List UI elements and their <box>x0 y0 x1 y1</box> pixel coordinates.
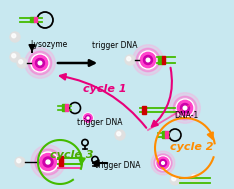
Circle shape <box>19 60 23 64</box>
Circle shape <box>87 117 89 119</box>
Bar <box>62 104 65 111</box>
Circle shape <box>12 54 16 58</box>
Text: trigger DNA: trigger DNA <box>77 118 123 127</box>
Circle shape <box>136 48 160 72</box>
Circle shape <box>117 132 121 136</box>
Bar <box>158 56 162 64</box>
Circle shape <box>156 156 170 170</box>
Circle shape <box>180 104 190 112</box>
Text: DNA-1: DNA-1 <box>174 111 198 120</box>
Circle shape <box>133 45 163 75</box>
Circle shape <box>25 48 55 78</box>
Text: trigger DNA: trigger DNA <box>92 41 138 50</box>
Circle shape <box>172 177 176 181</box>
Circle shape <box>192 175 196 179</box>
Circle shape <box>35 149 61 175</box>
Text: cycle 3: cycle 3 <box>50 150 94 160</box>
Circle shape <box>140 52 156 68</box>
Circle shape <box>46 160 50 164</box>
Circle shape <box>177 100 193 116</box>
Text: cycle 1: cycle 1 <box>83 84 127 94</box>
Circle shape <box>12 34 16 38</box>
Bar <box>65 104 67 111</box>
Circle shape <box>32 55 48 71</box>
Circle shape <box>84 114 92 122</box>
Circle shape <box>139 51 157 69</box>
Bar <box>162 131 165 138</box>
Circle shape <box>125 55 135 65</box>
Circle shape <box>173 96 197 120</box>
Circle shape <box>31 54 49 72</box>
Circle shape <box>83 113 93 123</box>
Circle shape <box>160 160 167 167</box>
Circle shape <box>170 175 180 185</box>
Bar <box>34 17 37 22</box>
Circle shape <box>10 52 20 62</box>
Circle shape <box>36 59 44 67</box>
Text: trigger DNA: trigger DNA <box>95 161 141 170</box>
Text: cycle 2: cycle 2 <box>170 142 214 152</box>
Circle shape <box>115 130 125 140</box>
Bar <box>165 131 168 138</box>
Circle shape <box>85 115 91 121</box>
Circle shape <box>154 154 172 172</box>
Circle shape <box>162 162 165 164</box>
Circle shape <box>15 157 25 167</box>
Circle shape <box>190 173 200 183</box>
Circle shape <box>146 58 150 62</box>
Circle shape <box>17 159 21 163</box>
Bar <box>162 56 165 64</box>
Bar <box>30 17 34 22</box>
Circle shape <box>28 51 52 75</box>
Bar <box>142 106 146 114</box>
Circle shape <box>43 157 53 167</box>
Circle shape <box>151 151 175 175</box>
Circle shape <box>10 32 20 42</box>
Circle shape <box>38 61 42 65</box>
Circle shape <box>183 106 187 110</box>
Circle shape <box>40 153 56 170</box>
Circle shape <box>17 58 27 68</box>
Bar <box>59 156 63 166</box>
Circle shape <box>170 93 200 123</box>
Circle shape <box>176 99 194 117</box>
Circle shape <box>157 157 169 169</box>
Circle shape <box>143 56 153 64</box>
Text: Lysozyme: Lysozyme <box>30 40 67 49</box>
Circle shape <box>38 152 58 172</box>
Circle shape <box>31 145 65 179</box>
Circle shape <box>127 57 131 61</box>
